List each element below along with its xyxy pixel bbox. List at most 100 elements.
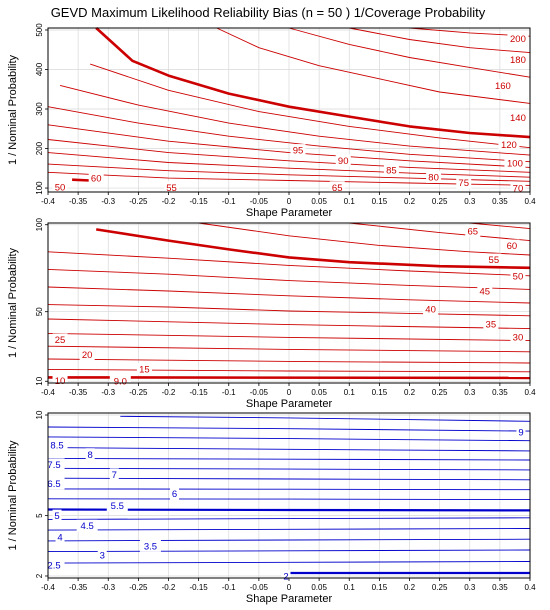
contour-label: 30 xyxy=(513,332,524,343)
x-tick-label: -0.25 xyxy=(129,197,148,206)
x-tick-label: -0.3 xyxy=(101,197,115,206)
contour-line xyxy=(47,436,531,442)
contour-label-bg xyxy=(492,79,514,92)
y-tick-label: 50 xyxy=(35,307,44,316)
contour-line xyxy=(47,268,531,290)
contour-line xyxy=(47,139,531,173)
x-tick-label: -0.35 xyxy=(69,197,88,206)
contour-label-bg xyxy=(423,303,439,316)
contour-panel-3: 22.533.544.555.566.577.588.59-0.4 -0.35 -0… xyxy=(7,410,536,605)
contour-label-bg xyxy=(507,32,529,45)
contour-line xyxy=(47,538,531,542)
x-tick-label: -0.25 xyxy=(129,388,148,397)
contour-label-bg xyxy=(477,284,493,297)
x-tick-label: 0.4 xyxy=(524,197,536,206)
x-axis-label: Shape Parameter xyxy=(246,207,333,219)
x-tick-label: 0 xyxy=(287,583,292,592)
x-tick-label: 0.05 xyxy=(311,583,327,592)
contour-label-bg xyxy=(52,333,68,346)
contour-line xyxy=(47,163,531,182)
contour-label-bg xyxy=(139,539,161,552)
x-tick-label: 0.1 xyxy=(344,388,356,397)
contour-line xyxy=(47,498,531,501)
contour-line xyxy=(198,222,531,256)
contour-label-bg xyxy=(510,270,526,283)
contour-label: 8 xyxy=(88,450,93,461)
contour-label-bg xyxy=(504,239,520,252)
contour-label: 65 xyxy=(332,183,343,194)
contour-label: 75 xyxy=(458,178,469,189)
contour-label-bg xyxy=(109,468,119,481)
y-tick-label: 500 xyxy=(35,23,44,37)
y-tick-label: 200 xyxy=(35,141,44,155)
contour-label-bg xyxy=(483,317,499,330)
x-tick-label: -0.2 xyxy=(162,197,176,206)
x-tick-label: 0 xyxy=(287,388,292,397)
contour-label-bg xyxy=(79,348,95,361)
contour-label-bg xyxy=(498,138,520,151)
contour-line xyxy=(47,318,531,330)
x-tick-label: 0.25 xyxy=(432,197,448,206)
contour-line xyxy=(288,27,531,78)
contour-label-bg xyxy=(170,487,180,500)
contour-line xyxy=(47,508,531,512)
x-tick-label: 0.35 xyxy=(492,197,508,206)
contour-line xyxy=(47,358,531,364)
contour-label-bg xyxy=(109,374,131,387)
contour-label: 100 xyxy=(507,159,523,170)
contour-line xyxy=(47,488,531,491)
contour-label: 4 xyxy=(57,532,62,543)
y-tick-label: 100 xyxy=(35,181,44,195)
contour-label-bg xyxy=(383,163,399,176)
contour-label-bg xyxy=(97,548,107,561)
contour-label: 5 xyxy=(54,511,59,522)
contour-label-bg xyxy=(43,558,65,571)
contour-line xyxy=(47,124,531,168)
x-tick-label: -0.25 xyxy=(129,583,148,592)
contour-label: 55 xyxy=(166,183,177,194)
x-tick-label: 0.35 xyxy=(492,583,508,592)
contour-label-bg xyxy=(136,363,152,376)
contour-line xyxy=(47,426,531,432)
contour-label: 200 xyxy=(510,34,526,45)
figure-title: GEVD Maximum Likelihood Reliability Bias… xyxy=(51,5,486,20)
contour-label: 8.5 xyxy=(50,441,63,452)
x-tick-label: 0.2 xyxy=(404,197,416,206)
x-tick-label: -0.35 xyxy=(69,388,88,397)
contour-label: 90 xyxy=(338,156,349,167)
contour-label: 85 xyxy=(386,165,397,176)
x-tick-label: 0.25 xyxy=(432,583,448,592)
y-tick-label: 2 xyxy=(35,573,44,578)
x-tick-label: -0.4 xyxy=(41,583,55,592)
contour-label-bg xyxy=(88,171,104,184)
y-tick-label: 400 xyxy=(35,62,44,76)
contour-label: 3.5 xyxy=(144,541,157,552)
contour-label-bg xyxy=(465,224,481,237)
contour-label: 6.5 xyxy=(47,479,60,490)
contour-panel-2: 10 9.0 15 20 25 30 35 40 45 50 55 60 65 -0.4 -0.35 -0.3… xyxy=(7,218,536,410)
contour-label: 160 xyxy=(495,81,511,92)
y-tick-label: 5 xyxy=(35,513,44,518)
contour-label: 9.0 xyxy=(114,376,127,387)
x-tick-label: -0.2 xyxy=(162,388,176,397)
contour-label-bg xyxy=(516,426,526,439)
x-tick-label: -0.1 xyxy=(222,388,236,397)
contour-label-bg xyxy=(329,181,345,194)
x-tick-label: 0.3 xyxy=(464,388,476,397)
contour-label: 95 xyxy=(293,146,304,157)
contour-label: 65 xyxy=(467,226,478,237)
contour-label: 70 xyxy=(513,184,524,195)
contour-line xyxy=(349,27,531,54)
contour-label: 25 xyxy=(55,335,66,346)
contour-label-bg xyxy=(281,569,291,582)
x-tick-label: -0.2 xyxy=(162,583,176,592)
contour-label: 35 xyxy=(486,319,497,330)
x-tick-label: 0.05 xyxy=(311,197,327,206)
contour-line xyxy=(47,467,531,471)
contour-line xyxy=(47,477,531,481)
x-tick-label: -0.1 xyxy=(222,583,236,592)
contour-label-bg xyxy=(486,253,502,266)
y-axis-label: 1 / Nominal Probability xyxy=(7,54,19,165)
x-tick-label: 0.15 xyxy=(372,583,388,592)
